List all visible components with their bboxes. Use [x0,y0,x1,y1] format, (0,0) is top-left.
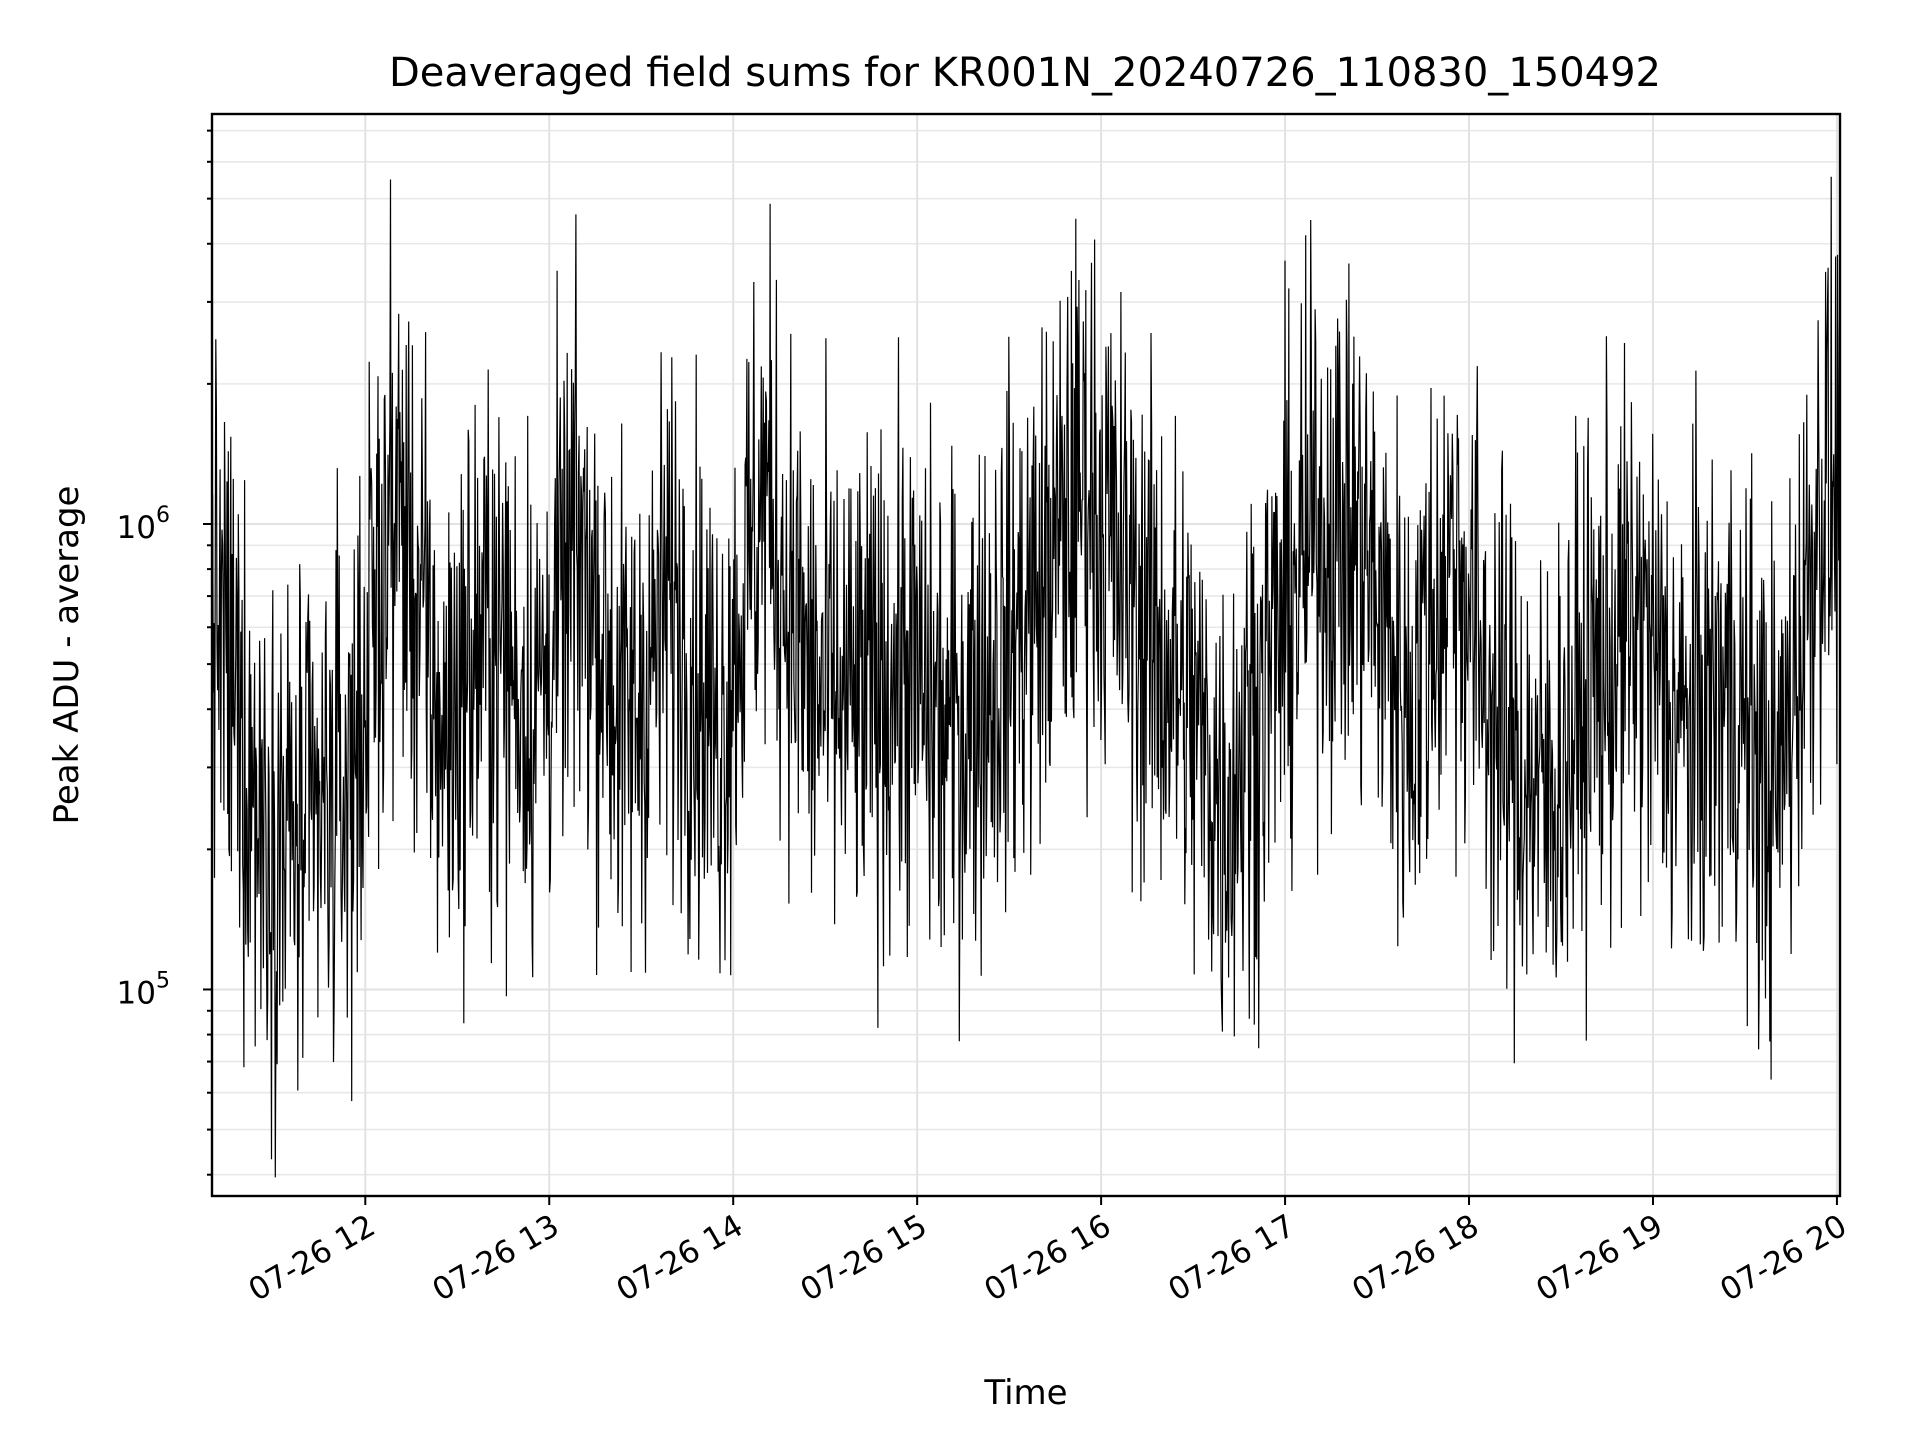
y-tick-label: 106 [117,503,170,546]
y-axis-label: Peak ADU - average [47,486,87,825]
x-tick-label: 07-26 15 [794,1208,933,1309]
y-tick-exponent: 6 [156,503,170,528]
y-tick-base: 10 [117,510,156,546]
y-tick-base: 10 [117,975,156,1011]
chart-title: Deaveraged field sums for KR001N_2024072… [389,50,1661,96]
x-tick-label: 07-26 19 [1530,1208,1669,1309]
x-tick-label: 07-26 12 [243,1208,382,1309]
x-tick-label: 07-26 16 [978,1208,1117,1309]
x-tick-label: 07-26 18 [1346,1208,1485,1309]
x-axis: 07-26 12 07-26 13 07-26 14 07-26 15 07-26 16… [243,1196,1853,1309]
plot-frame [210,112,1842,1198]
y-tick-label: 105 [117,968,170,1011]
x-tick-label: 07-26 20 [1714,1208,1853,1309]
x-tick-label: 07-26 13 [427,1208,566,1309]
series-line [211,176,1841,1178]
x-tick-label: 07-26 17 [1162,1208,1301,1309]
x-axis-label: Time [983,1373,1067,1413]
y-tick-exponent: 5 [156,968,170,993]
x-tick-label: 07-26 14 [610,1208,749,1309]
